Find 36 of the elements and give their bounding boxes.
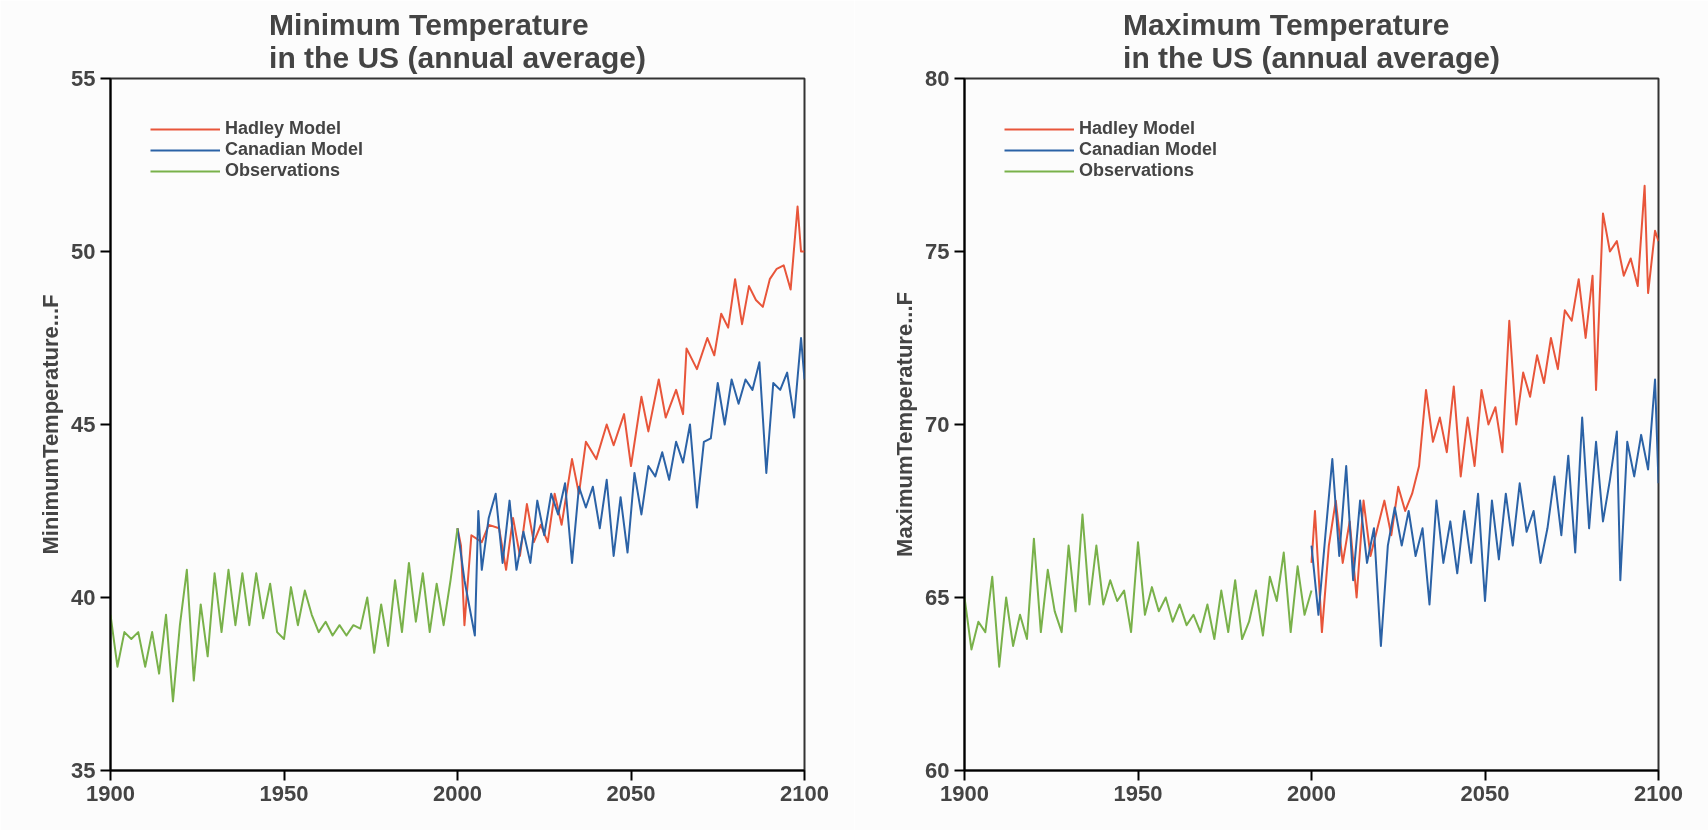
x-tick-label: 1950	[1113, 780, 1163, 806]
line-series	[1310, 378, 1659, 647]
line-series	[456, 205, 805, 627]
legend-label: Observations	[225, 160, 341, 181]
line-series	[964, 513, 1313, 668]
y-tick-label: 75	[925, 239, 950, 264]
x-tick-label: 2050	[606, 780, 656, 806]
y-tick-label: 65	[925, 585, 950, 610]
x-tick-label: 2000	[433, 780, 482, 806]
legend-label: Observations	[1079, 160, 1195, 181]
y-tick-label: 55	[71, 66, 96, 91]
y-tick-label: 70	[925, 412, 950, 437]
y-tick-label: 50	[71, 239, 96, 264]
line-series	[1310, 184, 1659, 634]
line-series	[456, 337, 805, 637]
legend-label: Canadian Model	[225, 139, 364, 160]
x-tick-label: 1950	[259, 780, 309, 806]
line-series	[110, 527, 459, 703]
y-tick-label: 40	[71, 585, 96, 610]
legend-label: Canadian Model	[1079, 139, 1218, 160]
chart-title: Maximum Temperature in the US (annual average)	[1123, 7, 1500, 74]
y-axis-title: MinimumTemperature...F	[38, 294, 64, 555]
x-tick-label: 2000	[1287, 780, 1336, 806]
x-tick-label: 2050	[1460, 780, 1510, 806]
y-tick-label: 35	[71, 758, 96, 783]
legend-label: Hadley Model	[225, 118, 342, 139]
x-tick-label: 1900	[940, 780, 989, 806]
y-tick-label: 60	[925, 758, 950, 783]
y-tick-label: 45	[71, 412, 96, 437]
y-axis-title: MaximumTemperature...F	[892, 292, 918, 557]
legend-label: Hadley Model	[1079, 118, 1196, 139]
x-tick-label: 2100	[780, 780, 829, 806]
y-tick-label: 80	[925, 66, 950, 91]
chart-title: Minimum Temperature in the US (annual average)	[269, 7, 646, 74]
x-tick-label: 2100	[1634, 780, 1683, 806]
x-tick-label: 1900	[86, 780, 135, 806]
